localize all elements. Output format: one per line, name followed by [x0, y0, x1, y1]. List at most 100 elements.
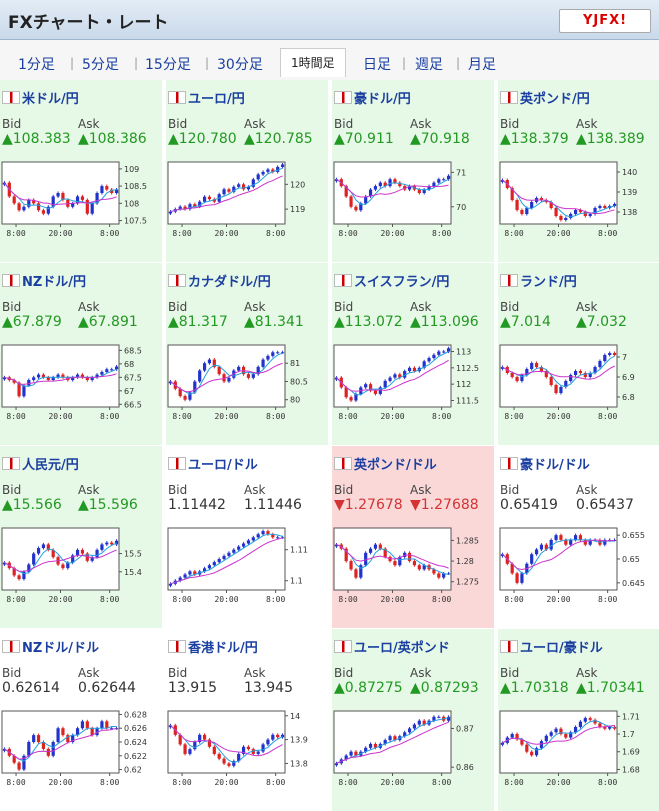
candle-body [100, 371, 104, 375]
pair-name-text[interactable]: 香港ドル/円 [188, 641, 258, 656]
candle-body [27, 199, 31, 207]
candlestick-chart[interactable]: 7 6.9 6.8 8:00 20:00 8:00 [498, 341, 654, 421]
candle-body [354, 206, 358, 211]
candlestick-chart[interactable]: 120 119 8:00 20:00 8:00 [166, 158, 322, 238]
candlestick-chart[interactable]: 0.628 0.626 0.624 0.622 0.62 8:00 20:00 8:00 [0, 707, 156, 787]
rate-tile[interactable]: 豪ドル/ドル Bid Ask 0.65419 0.65437 0.655 0.65 0.645… [498, 446, 659, 628]
candle-body [525, 744, 529, 752]
pair-name-text[interactable]: 豪ドル/ドル [520, 458, 590, 473]
pair-name-text[interactable]: ユーロ/英ポンド [354, 641, 450, 656]
candlestick-chart[interactable]: 1.11 1.1 8:00 20:00 8:00 [166, 524, 322, 604]
pair-name[interactable]: ユーロ/ドル [168, 454, 258, 473]
tab-5min[interactable]: 5分足 [82, 57, 119, 73]
pair-name-text[interactable]: 英ポンド/円 [520, 92, 590, 107]
candle-body [554, 535, 558, 540]
pair-name-text[interactable]: カナダドル/円 [188, 275, 271, 290]
pair-name[interactable]: 豪ドル/ドル [500, 454, 590, 473]
candle-body [344, 755, 348, 760]
candlestick-chart[interactable]: 0.87 0.86 8:00 20:00 8:00 [332, 707, 488, 787]
pair-name-text[interactable]: ユーロ/円 [188, 92, 245, 107]
ask-label: Ask [244, 117, 266, 131]
rate-tile[interactable]: スイスフラン/円 Bid Ask ▲113.072 ▲113.096 113 112.5 11… [332, 263, 494, 445]
candle-body [12, 755, 16, 763]
y-tick-label: 109 [124, 165, 139, 174]
pair-name-text[interactable]: ユーロ/豪ドル [520, 641, 603, 656]
rate-tile[interactable]: ユーロ/ドル Bid Ask 1.11442 1.11446 1.11 1.1 8:00 20:… [166, 446, 328, 628]
pair-name-text[interactable]: NZドル/円 [22, 275, 87, 290]
rate-tile[interactable]: 人民元/円 Bid Ask ▲15.566 ▲15.596 15.5 15.4 8:00 20:… [0, 446, 162, 628]
plot-area [167, 344, 286, 408]
candle-body [207, 196, 212, 200]
pair-name[interactable]: ユーロ/豪ドル [500, 637, 603, 656]
tab-monthly[interactable]: 月足 [468, 57, 496, 73]
pair-name-text[interactable]: 米ドル/円 [22, 92, 79, 107]
rate-tile[interactable]: NZドル/円 Bid Ask ▲67.879 ▲67.891 68.5 68 67.5 67 66… [0, 263, 162, 445]
rate-tile[interactable]: NZドル/ドル Bid Ask 0.62614 0.62644 0.628 0.626 0.6… [0, 629, 162, 811]
tab-weekly[interactable]: 週足 [415, 57, 443, 73]
candlestick-chart[interactable]: 1.71 1.7 1.69 1.68 8:00 20:00 8:00 [498, 707, 654, 787]
tab-15min[interactable]: 15分足 [145, 57, 191, 73]
pair-name-text[interactable]: ランド/円 [520, 275, 577, 290]
pair-name[interactable]: スイスフラン/円 [334, 271, 449, 290]
candlestick-chart[interactable]: 14 13.9 13.8 8:00 20:00 8:00 [166, 707, 322, 787]
rate-tile[interactable]: ユーロ/円 Bid Ask ▲120.780 ▲120.785 120 119 8:00 20:… [166, 80, 328, 262]
ask-value: 13.945 [244, 680, 293, 696]
rate-tile[interactable]: 英ポンド/円 Bid Ask ▲138.379 ▲138.389 140 139 138 8:0… [498, 80, 659, 262]
candlestick-chart[interactable]: 0.655 0.65 0.645 8:00 20:00 8:00 [498, 524, 654, 604]
candle-body [559, 216, 563, 220]
candle-body [51, 549, 55, 558]
pair-name-text[interactable]: ユーロ/ドル [188, 458, 258, 473]
pair-name[interactable]: NZドル/ドル [2, 637, 99, 656]
pair-name-text[interactable]: 英ポンド/ドル [354, 458, 437, 473]
tab-30min[interactable]: 30分足 [217, 57, 263, 73]
candle-body [368, 189, 373, 197]
candlestick-chart[interactable]: 15.5 15.4 8:00 20:00 8:00 [0, 524, 156, 604]
pair-name-text[interactable]: 人民元/円 [22, 458, 79, 473]
candlestick-chart[interactable]: 109 108.5 108 107.5 8:00 20:00 8:00 [0, 158, 156, 238]
tab-separator: | [402, 56, 407, 70]
pair-name-text[interactable]: 豪ドル/円 [354, 92, 411, 107]
ask-label: Ask [244, 300, 266, 314]
tab-daily[interactable]: 日足 [363, 57, 391, 73]
rate-tile[interactable]: 英ポンド/ドル Bid Ask ▼1.27678 ▼1.27688 1.285 1.28 1.… [332, 446, 494, 628]
candle-body [510, 563, 514, 574]
rate-tile[interactable]: 香港ドル/円 Bid Ask 13.915 13.945 14 13.9 13.8 8:00 20… [166, 629, 328, 811]
candlestick-chart[interactable]: 68.5 68 67.5 67 66.5 8:00 20:00 8:00 [0, 341, 156, 421]
pair-name[interactable]: ユーロ/円 [168, 88, 245, 107]
rate-tile[interactable]: ユーロ/英ポンド Bid Ask ▲0.87275 ▲0.87293 0.87 0.86 8:… [332, 629, 494, 811]
bid-label: Bid [2, 117, 22, 131]
x-tick-label: 8:00 [266, 778, 285, 787]
rate-tile[interactable]: ランド/円 Bid Ask ▲7.014 ▲7.032 7 6.9 6.8 8:00 20:00 8… [498, 263, 659, 445]
pair-name[interactable]: 英ポンド/ドル [334, 454, 437, 473]
candlestick-chart[interactable]: 1.285 1.28 1.275 8:00 20:00 8:00 [332, 524, 488, 604]
pair-name[interactable]: カナダドル/円 [168, 271, 271, 290]
pair-name-text[interactable]: NZドル/ドル [22, 641, 100, 656]
rate-tile[interactable]: ユーロ/豪ドル Bid Ask ▲1.70318 ▲1.70341 1.71 1.7 1.69… [498, 629, 659, 811]
bid-value: ▼1.27678 [334, 497, 403, 513]
tab-1min[interactable]: 1分足 [18, 57, 55, 73]
candlestick-chart[interactable]: 113 112.5 112 111.5 8:00 20:00 8:00 [332, 341, 488, 421]
candlestick-chart[interactable]: 81 80.5 80 8:00 20:00 8:00 [166, 341, 322, 421]
rate-tile[interactable]: カナダドル/円 Bid Ask ▲81.317 ▲81.341 81 80.5 80 8:00 2… [166, 263, 328, 445]
rate-tile[interactable]: 米ドル/円 Bid Ask ▲108.383 ▲108.386 109 108.5 108 10… [0, 80, 162, 262]
pair-name[interactable]: NZドル/円 [2, 271, 86, 290]
pair-name[interactable]: 豪ドル/円 [334, 88, 411, 107]
pair-name[interactable]: 人民元/円 [2, 454, 79, 473]
candle-body [383, 740, 387, 744]
x-tick-label: 8:00 [432, 595, 451, 604]
moving-average-short [3, 182, 117, 210]
rate-tile[interactable]: 豪ドル/円 Bid Ask ▲70.911 ▲70.918 71 70 8:00 20:00 8:… [332, 80, 494, 262]
pair-name[interactable]: 英ポンド/円 [500, 88, 590, 107]
candlestick-chart[interactable]: 71 70 8:00 20:00 8:00 [332, 158, 488, 238]
candle-body [36, 374, 41, 378]
candle-body [178, 734, 182, 745]
candlestick-chart[interactable]: 140 139 138 8:00 20:00 8:00 [498, 158, 654, 238]
tab-1hour[interactable]: 1時間足 [280, 48, 346, 77]
pair-name[interactable]: 香港ドル/円 [168, 637, 258, 656]
pair-name[interactable]: ユーロ/英ポンド [334, 637, 450, 656]
yjfx-logo[interactable]: YJFX! [559, 9, 651, 33]
pair-name-text[interactable]: スイスフラン/円 [354, 275, 450, 290]
pair-name[interactable]: ランド/円 [500, 271, 577, 290]
candle-body [66, 735, 70, 742]
pair-name[interactable]: 米ドル/円 [2, 88, 79, 107]
